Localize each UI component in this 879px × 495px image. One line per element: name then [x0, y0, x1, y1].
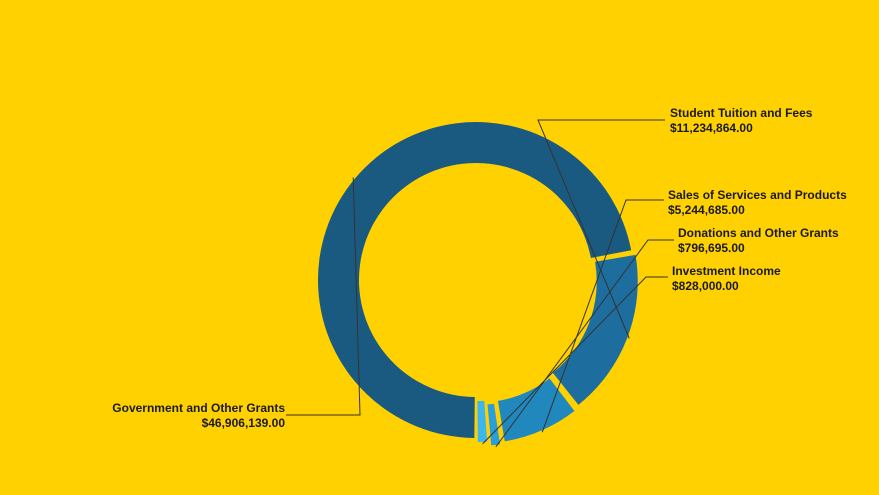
slice-student-tuition-and-fees — [552, 254, 638, 405]
slice-label-value: $5,244,685.00 — [668, 203, 745, 217]
leader-line — [286, 177, 361, 416]
slice-sales-of-services-and-products — [497, 378, 575, 442]
slice-investment-income — [477, 400, 488, 442]
slice-label-name: Sales of Services and Products — [668, 188, 847, 202]
slice-label-value: $828,000.00 — [672, 279, 739, 293]
slice-label-value: $11,234,864.00 — [670, 121, 753, 135]
slice-label-value: $46,906,139.00 — [202, 416, 286, 430]
slice-label-value: $796,695.00 — [678, 241, 745, 255]
slice-label-name: Investment Income — [672, 264, 781, 278]
donut-slices — [317, 122, 638, 446]
slice-label-name: Student Tuition and Fees — [670, 106, 813, 120]
slice-donations-and-other-grants — [487, 403, 501, 446]
leader-line — [482, 276, 668, 445]
slice-label-name: Donations and Other Grants — [678, 226, 839, 240]
slice-labels: Government and Other Grants$46,906,139.0… — [112, 106, 847, 448]
leader-line — [537, 119, 665, 339]
slice-label-name: Government and Other Grants — [112, 401, 285, 415]
